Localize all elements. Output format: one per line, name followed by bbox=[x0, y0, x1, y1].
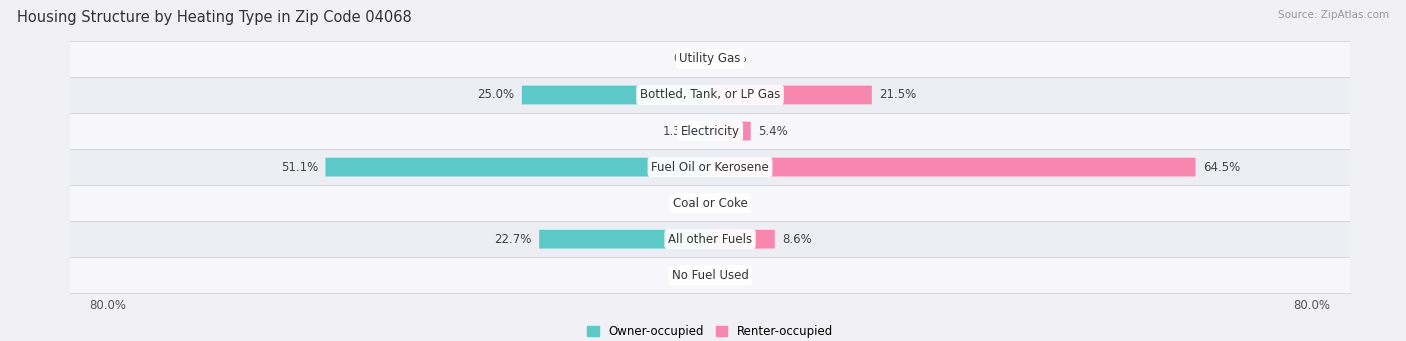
Bar bbox=[70, 221, 1350, 257]
Text: Housing Structure by Heating Type in Zip Code 04068: Housing Structure by Heating Type in Zip… bbox=[17, 10, 412, 25]
Text: 0.0%: 0.0% bbox=[673, 53, 703, 65]
Text: 51.1%: 51.1% bbox=[281, 161, 318, 174]
Text: 0.0%: 0.0% bbox=[717, 197, 747, 210]
Text: 1.3%: 1.3% bbox=[664, 124, 693, 137]
Bar bbox=[70, 41, 1350, 77]
Text: Source: ZipAtlas.com: Source: ZipAtlas.com bbox=[1278, 10, 1389, 20]
FancyBboxPatch shape bbox=[710, 230, 775, 249]
FancyBboxPatch shape bbox=[325, 158, 710, 176]
Legend: Owner-occupied, Renter-occupied: Owner-occupied, Renter-occupied bbox=[582, 321, 838, 341]
Text: 22.7%: 22.7% bbox=[495, 233, 531, 246]
Text: 0.0%: 0.0% bbox=[717, 269, 747, 282]
Text: 0.0%: 0.0% bbox=[673, 269, 703, 282]
Bar bbox=[70, 257, 1350, 293]
Text: 25.0%: 25.0% bbox=[477, 89, 515, 102]
FancyBboxPatch shape bbox=[710, 158, 1195, 176]
FancyBboxPatch shape bbox=[522, 86, 710, 104]
Text: Fuel Oil or Kerosene: Fuel Oil or Kerosene bbox=[651, 161, 769, 174]
Text: 0.0%: 0.0% bbox=[717, 53, 747, 65]
FancyBboxPatch shape bbox=[710, 86, 872, 104]
Text: Electricity: Electricity bbox=[681, 124, 740, 137]
Text: 8.6%: 8.6% bbox=[782, 233, 813, 246]
Text: Utility Gas: Utility Gas bbox=[679, 53, 741, 65]
Text: Bottled, Tank, or LP Gas: Bottled, Tank, or LP Gas bbox=[640, 89, 780, 102]
Text: 64.5%: 64.5% bbox=[1204, 161, 1240, 174]
FancyBboxPatch shape bbox=[710, 122, 751, 140]
FancyBboxPatch shape bbox=[700, 122, 710, 140]
Text: 21.5%: 21.5% bbox=[879, 89, 917, 102]
Bar bbox=[70, 149, 1350, 185]
Text: Coal or Coke: Coal or Coke bbox=[672, 197, 748, 210]
FancyBboxPatch shape bbox=[538, 230, 710, 249]
Text: All other Fuels: All other Fuels bbox=[668, 233, 752, 246]
Bar bbox=[70, 113, 1350, 149]
Text: No Fuel Used: No Fuel Used bbox=[672, 269, 748, 282]
Text: 0.0%: 0.0% bbox=[673, 197, 703, 210]
Bar bbox=[70, 77, 1350, 113]
Bar bbox=[70, 185, 1350, 221]
Text: 5.4%: 5.4% bbox=[758, 124, 787, 137]
